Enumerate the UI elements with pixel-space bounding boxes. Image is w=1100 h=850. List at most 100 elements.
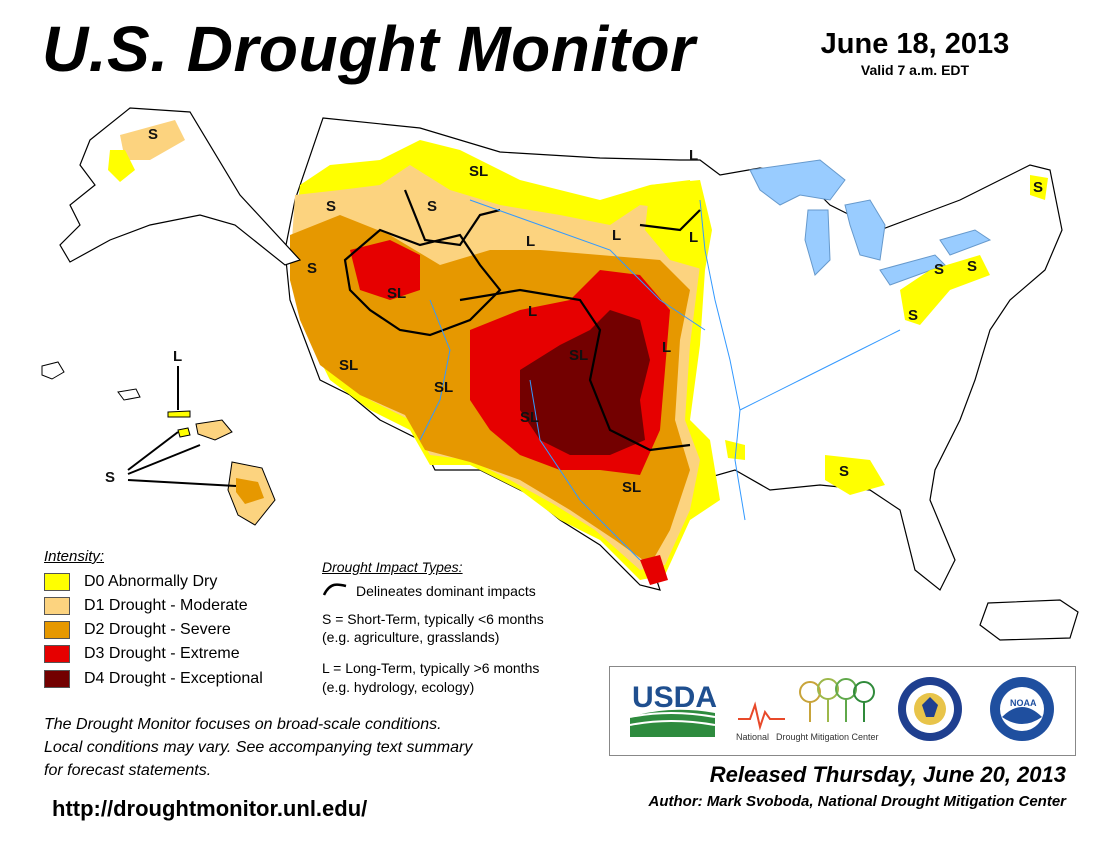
label-minnesota-l2: L [689, 229, 698, 246]
usda-logo-text: USDA [632, 681, 717, 714]
colorado-river [419, 299, 451, 441]
ndmc-logo: National Drought Mitigation Center [736, 678, 879, 742]
legend-swatch-d2 [44, 621, 70, 639]
label-georgia-s: S [839, 463, 849, 480]
drought-d0-georgia [825, 455, 885, 495]
label-newmexico-sl: SL [520, 409, 539, 426]
impact-short-term: S = Short-Term, typically <6 months [322, 611, 544, 627]
label-pa-s2: S [967, 258, 977, 275]
label-nevada-sl: SL [387, 285, 406, 302]
label-hawaii-l: L [173, 348, 182, 365]
impact-long-term: L = Long-Term, typically >6 months [322, 660, 540, 676]
impact-types-title: Drought Impact Types: [322, 559, 463, 575]
page-title: U.S. Drought Monitor [42, 13, 696, 85]
hawaii [41, 361, 276, 526]
valid-time: Valid 7 a.m. EDT [860, 62, 970, 78]
commerce-seal [898, 677, 962, 741]
hawaii-pointer-s1 [127, 431, 179, 471]
ndmc-national: National [736, 732, 769, 742]
label-kansas-sl: SL [569, 347, 588, 364]
legend-label-d0: D0 Abnormally Dry [84, 573, 218, 590]
label-minnesota-l1: L [689, 147, 698, 164]
release-date: Released Thursday, June 20, 2013 [709, 762, 1066, 787]
missouri-river [469, 199, 706, 331]
label-arizona-sl: SL [434, 379, 453, 396]
hawaii-oahu [117, 388, 141, 401]
drought-d4-core [520, 310, 650, 455]
drought-d0-pennsylvania [900, 255, 990, 325]
partner-logos-art: USDA National Drought Mitigation Center [629, 677, 1054, 742]
hawaii-molokai [167, 410, 191, 418]
label-montana-sl: SL [469, 163, 488, 180]
noaa-text: NOAA [1010, 698, 1037, 708]
usda-logo-field [630, 709, 715, 737]
puerto-rico [979, 599, 1079, 641]
legend-title: Intensity: [44, 548, 105, 565]
usda-logo: USDA [629, 681, 717, 737]
label-oregon-s: S [326, 198, 336, 215]
author-credit: Author: Mark Svoboda, National Drought M… [648, 793, 1067, 810]
label-california-s: S [307, 260, 317, 277]
label-pa-s1: S [934, 261, 944, 278]
impact-line-icon [322, 583, 347, 596]
impact-line-idaho [403, 189, 501, 247]
impact-boundaries [343, 189, 701, 452]
great-lakes [749, 159, 992, 286]
partner-logos: USDA National Drought Mitigation Center [609, 666, 1076, 756]
impact-short-term-example: (e.g. agriculture, grasslands) [322, 629, 500, 645]
alaska-land [59, 107, 302, 266]
alaska-drought-d1 [120, 120, 185, 160]
note-line-3: for forecast statements. [44, 762, 212, 779]
legend-item-d3: D3 Drought - Extreme [44, 644, 240, 664]
impact-line-west [343, 228, 502, 337]
legend-label-d2: D2 Drought - Severe [84, 621, 231, 638]
label-southdakota-l: L [612, 227, 621, 244]
hawaii-pointer-s3 [127, 479, 237, 487]
impact-line-text: Delineates dominant impacts [356, 583, 536, 599]
label-alaska-s: S [148, 126, 158, 143]
drought-d3-nevada [350, 240, 420, 300]
drought-d0-arkansas [725, 440, 745, 460]
legend-item-d2: D2 Drought - Severe [44, 620, 231, 640]
website-link[interactable]: http://droughtmonitor.unl.edu/ [52, 796, 368, 821]
hawaii-kauai [41, 361, 65, 380]
hawaii-pointer-s2 [127, 444, 201, 475]
mississippi-river [699, 199, 746, 521]
label-wv-s: S [908, 307, 918, 324]
hawaii-pointer-lines [127, 366, 237, 487]
legend-label-d3: D3 Drought - Extreme [84, 645, 240, 662]
alaska-drought-d0 [108, 150, 135, 182]
disclaimer-note: The Drought Monitor focuses on broad-sca… [44, 713, 604, 782]
map-date: June 18, 2013 [820, 28, 1010, 60]
drought-d0-minnesota [645, 180, 712, 270]
legend-item-d0: D0 Abnormally Dry [44, 572, 217, 592]
label-texas-sl: SL [622, 479, 641, 496]
hawaii-lanai [177, 427, 191, 438]
legend-item-d1: D1 Drought - Moderate [44, 596, 248, 616]
legend-swatch-d4 [44, 670, 70, 688]
drought-d3-texas-coast [640, 555, 668, 585]
legend-swatch-d1 [44, 597, 70, 615]
legend-label-d4: D4 Drought - Exceptional [84, 670, 263, 687]
impact-line-minnesota [639, 209, 701, 232]
legend-swatch-d0 [44, 573, 70, 591]
drought-d0-maine [1030, 175, 1048, 200]
hawaii-maui [195, 419, 233, 441]
ndmc-name: Drought Mitigation Center [776, 732, 879, 742]
rio-grande [529, 379, 641, 561]
label-wyoming-l: L [526, 233, 535, 250]
label-colorado-l: L [528, 303, 537, 320]
label-maine-s: S [1033, 179, 1043, 196]
legend-item-d4: D4 Drought - Exceptional [44, 669, 263, 689]
legend-swatch-d3 [44, 645, 70, 663]
impact-line-plains [459, 288, 691, 452]
impact-long-term-example: (e.g. hydrology, ecology) [322, 679, 475, 695]
label-california-sl: SL [339, 357, 358, 374]
label-iowa-l: L [662, 339, 671, 356]
impact-labels: S L S S S SL S SL SL SL L L SL SL SL L L… [105, 126, 1043, 496]
note-line-1: The Drought Monitor focuses on broad-sca… [44, 716, 442, 733]
note-line-2: Local conditions may vary. See accompany… [44, 739, 473, 756]
hawaii-big-island-d2 [236, 478, 264, 504]
label-hawaii-s: S [105, 469, 115, 486]
